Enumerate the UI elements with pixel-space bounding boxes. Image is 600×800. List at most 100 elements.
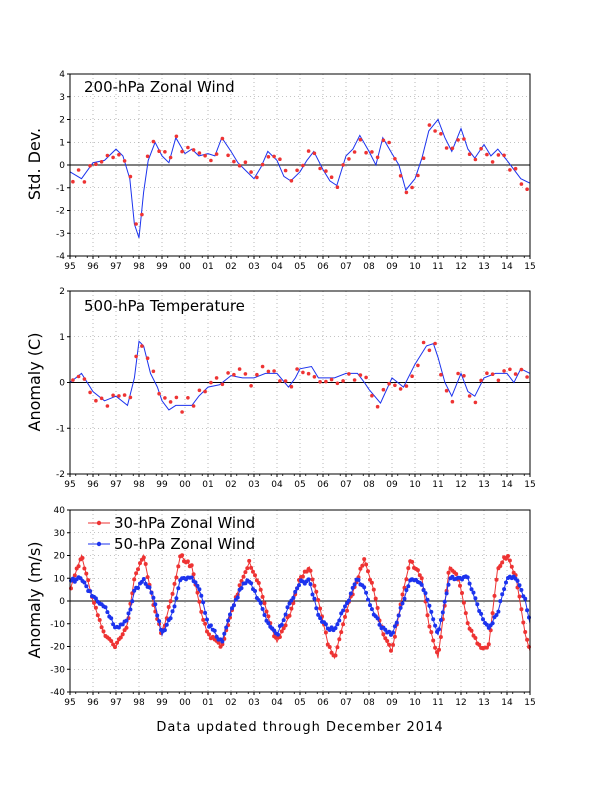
data-point: [174, 596, 179, 601]
x-tick-label: 05: [294, 480, 305, 490]
x-tick-label: 08: [363, 480, 375, 490]
data-point: [76, 374, 81, 379]
data-point: [494, 613, 499, 617]
x-tick-label: 05: [294, 262, 305, 272]
data-point: [186, 145, 190, 150]
data-point: [262, 613, 267, 617]
data-point: [370, 150, 374, 154]
data-point: [174, 575, 179, 580]
data-point: [440, 610, 445, 615]
data-point: [391, 630, 395, 635]
data-point: [201, 600, 206, 605]
data-point: [82, 580, 87, 585]
data-point: [95, 613, 100, 618]
data-point: [256, 581, 261, 585]
data-point: [343, 604, 347, 609]
data-point: [442, 599, 447, 604]
data-point: [490, 372, 495, 377]
data-point: [502, 369, 506, 373]
data-point: [243, 570, 248, 575]
data-point: [504, 580, 508, 585]
x-tick-label: 00: [179, 480, 191, 490]
panel-title: 500-hPa Temperature: [84, 297, 245, 315]
data-point: [140, 212, 144, 217]
data-point: [463, 611, 468, 616]
data-point: [155, 613, 160, 618]
x-tick-label: 02: [225, 480, 236, 490]
data-point: [310, 577, 315, 582]
data-point: [519, 182, 524, 186]
x-tick-label: 99: [156, 480, 168, 490]
data-point: [203, 153, 207, 158]
data-point: [71, 378, 75, 382]
x-tick-label: 02: [225, 262, 236, 272]
data-point: [193, 580, 198, 585]
data-point: [237, 367, 242, 371]
data-point: [373, 596, 378, 601]
data-point: [88, 589, 93, 594]
x-tick-label: 08: [363, 698, 375, 708]
data-point: [283, 168, 288, 173]
data-point: [128, 607, 133, 612]
data-point: [117, 394, 121, 398]
data-point: [251, 569, 255, 574]
data-point: [306, 577, 311, 582]
x-tick-label: 12: [455, 480, 466, 490]
x-tick-label: 04: [271, 480, 283, 490]
x-tick-label: 05: [294, 698, 305, 708]
data-point: [467, 152, 472, 156]
data-point: [346, 598, 351, 603]
data-point: [232, 372, 236, 377]
x-tick-label: 97: [110, 698, 121, 708]
y-tick-label: -20: [50, 643, 65, 653]
data-point: [387, 629, 392, 634]
data-point: [484, 622, 489, 627]
y-axis-label: Anomaly (C): [25, 333, 44, 432]
data-point: [519, 588, 524, 592]
data-point: [111, 155, 115, 160]
data-point: [368, 603, 372, 608]
data-point: [333, 653, 338, 658]
data-point: [314, 589, 319, 594]
data-point: [237, 583, 242, 588]
x-tick-label: 09: [386, 698, 398, 708]
x-tick-label: 04: [271, 698, 283, 708]
data-point: [166, 605, 171, 609]
data-point: [431, 638, 436, 643]
data-point: [283, 612, 288, 617]
data-point: [404, 190, 409, 195]
panel-grid: [70, 291, 530, 474]
data-point: [494, 577, 499, 582]
x-tick-label: 11: [432, 262, 443, 272]
data-point: [429, 630, 434, 635]
x-tick-label: 11: [432, 698, 443, 708]
data-point: [237, 163, 242, 168]
data-point: [446, 570, 451, 575]
data-point: [93, 605, 98, 610]
data-point: [109, 616, 114, 621]
x-tick-label: 14: [501, 480, 513, 490]
data-point: [523, 596, 528, 601]
data-point: [364, 562, 369, 567]
x-tick-label: 95: [64, 698, 75, 708]
data-point: [212, 628, 217, 633]
data-point: [226, 371, 230, 375]
data-point: [195, 583, 200, 588]
data-point: [324, 169, 328, 173]
data-point: [387, 642, 392, 647]
data-point: [116, 625, 121, 630]
data-point: [216, 640, 221, 645]
legend-label-30hpa: 30-hPa Zonal Wind: [114, 514, 255, 532]
data-point: [151, 369, 156, 374]
y-tick-label: 0: [59, 597, 65, 607]
data-point: [496, 609, 501, 614]
data-point: [500, 592, 505, 597]
data-point: [203, 610, 208, 615]
data-point: [247, 558, 252, 563]
data-point: [199, 609, 204, 614]
data-point: [525, 637, 530, 642]
data-point: [341, 379, 345, 383]
data-point: [519, 367, 524, 372]
data-point: [462, 137, 466, 141]
data-point: [94, 398, 98, 403]
